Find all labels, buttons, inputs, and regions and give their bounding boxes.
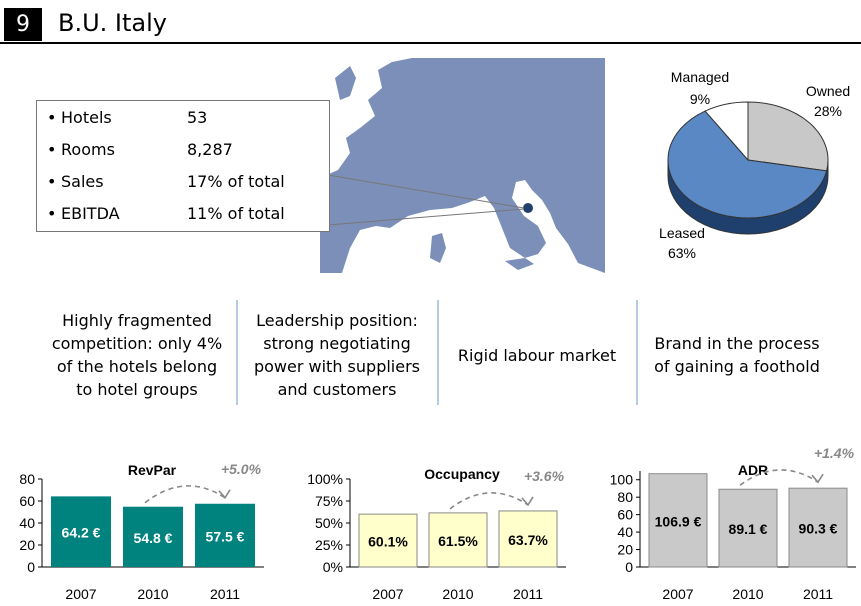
revpar-chart: 0 20 40 60 80 64.2 € 2007 54.8 € 2010 57.5 € 2011 R… — [19, 461, 264, 602]
revpar-x-tick-label: 2011 — [210, 586, 240, 602]
stat-value: 17% of total — [187, 172, 285, 191]
revpar-data-label: 64.2 € — [62, 525, 101, 541]
revpar-y-tick-label: 0 — [27, 559, 35, 575]
pie-label-leased: Leased — [659, 225, 705, 241]
occupancy-data-label: 60.1% — [368, 534, 408, 550]
occupancy-y-tick-label: 0% — [323, 559, 343, 575]
revpar-x-tick-label: 2007 — [65, 586, 96, 602]
column-divider — [636, 300, 638, 405]
adr-chart-title: ADR — [738, 462, 768, 478]
stat-label: Hotels — [61, 108, 112, 127]
stat-value: 11% of total — [187, 204, 285, 223]
adr-bar-2011 — [788, 487, 848, 568]
pie-value-leased: 63% — [668, 245, 696, 261]
occupancy-data-label: 61.5% — [438, 533, 478, 549]
column-divider — [437, 300, 439, 405]
bullet: • — [47, 108, 57, 127]
occupancy-y-tick-label: 50% — [315, 515, 343, 531]
revpar-growth-arrow — [144, 485, 226, 504]
rome-marker — [523, 203, 533, 213]
revpar-data-label: 57.5 € — [206, 528, 245, 544]
pie-label-owned: Owned — [806, 83, 850, 99]
revpar-y-tick-label: 80 — [19, 471, 35, 487]
key-point-leadership-position: Leadership position: strong negotiating … — [253, 311, 420, 399]
stat-label: Rooms — [61, 140, 115, 159]
bullet: • — [47, 140, 57, 159]
section-number: 9 — [4, 8, 42, 41]
occupancy-x-tick-label: 2010 — [442, 586, 473, 602]
revpar-bar-2007 — [51, 496, 111, 567]
adr-y-tick-label: 40 — [617, 524, 633, 540]
revpar-x-tick-label: 2010 — [137, 586, 168, 602]
revpar-data-label: 54.8 € — [134, 530, 173, 546]
stat-value: 8,287 — [187, 140, 233, 159]
ownership-pie-chart: Owned 28% Leased 63% Managed 9% — [659, 69, 850, 261]
adr-y-tick-label: 0 — [625, 559, 633, 575]
revpar-bar-2011 — [195, 503, 255, 567]
adr-growth-arrowhead — [811, 473, 824, 484]
occupancy-x-tick-label: 2011 — [513, 586, 543, 602]
pie-slice-leased — [667, 110, 828, 219]
adr-y-tick-label: 80 — [617, 489, 633, 505]
pie-value-managed: 9% — [690, 91, 710, 107]
occupancy-growth-label: +3.6% — [524, 468, 565, 484]
occupancy-bar-2007 — [358, 513, 418, 568]
revpar-chart-title: RevPar — [128, 462, 177, 478]
occupancy-chart: 0% 25% 50% 75% 100% 60.1% 2007 61.5% 2010 63.7% 20… — [307, 466, 566, 602]
revpar-growth-label: +5.0% — [221, 461, 262, 477]
occupancy-chart-title: Occupancy — [424, 466, 500, 482]
revpar-growth-arrowhead — [218, 489, 231, 500]
pie-label-managed: Managed — [671, 69, 729, 85]
pie-value-owned: 28% — [814, 103, 842, 119]
header-divider — [0, 42, 861, 44]
stat-label: Sales — [61, 172, 104, 191]
revpar-bar-2010 — [123, 506, 183, 567]
adr-x-tick-label: 2011 — [803, 586, 833, 602]
adr-x-tick-label: 2010 — [732, 586, 763, 602]
occupancy-growth-arrowhead — [521, 496, 534, 507]
adr-data-label: 106.9 € — [655, 513, 702, 529]
adr-data-label: 90.3 € — [799, 521, 838, 537]
pie-slice-managed — [704, 101, 749, 162]
key-point-labour-market: Rigid labour market — [457, 345, 617, 365]
occupancy-bar-2010 — [428, 512, 488, 568]
occupancy-data-label: 63.7% — [508, 532, 548, 548]
stat-value: 53 — [187, 108, 208, 127]
adr-y-tick-label: 60 — [617, 507, 633, 523]
adr-bar-2007 — [648, 473, 708, 568]
europe-map — [320, 58, 605, 273]
occupancy-bar-2011 — [498, 510, 558, 568]
adr-y-tick-label: 100 — [610, 472, 634, 488]
map-pointer-line — [327, 208, 525, 226]
stat-label: EBITDA — [61, 204, 120, 223]
adr-growth-label: +1.4% — [814, 445, 855, 461]
occupancy-y-tick-label: 25% — [315, 537, 343, 553]
key-point-brand-foothold: Brand in the process of gaining a footho… — [654, 334, 820, 376]
map-landmass — [320, 58, 605, 273]
italy-stats-box: • Hotels 53 • Rooms 8,287 • Sales 17% of… — [36, 100, 330, 232]
adr-x-tick-label: 2007 — [662, 586, 693, 602]
adr-bar-2010 — [718, 488, 778, 568]
map-island-uk — [335, 66, 356, 100]
key-point-fragmented-competition: Highly fragmented competition: only 4% o… — [51, 311, 223, 399]
revpar-y-tick-label: 60 — [19, 493, 35, 509]
map-island-sardinia — [430, 233, 446, 263]
occupancy-y-tick-label: 75% — [315, 493, 343, 509]
map-island-sicily — [505, 258, 534, 270]
occupancy-growth-arrow — [449, 492, 529, 510]
revpar-y-tick-label: 40 — [19, 515, 35, 531]
occupancy-y-tick-label: 100% — [307, 471, 343, 487]
adr-data-label: 89.1 € — [729, 521, 768, 537]
adr-growth-arrow — [739, 469, 819, 486]
bullet: • — [47, 204, 57, 223]
bullet: • — [47, 172, 57, 191]
pie-slice-owned — [747, 101, 829, 172]
revpar-y-tick-label: 20 — [19, 537, 35, 553]
adr-y-tick-label: 20 — [617, 542, 633, 558]
column-divider — [236, 300, 238, 405]
map-pointer-line — [327, 174, 525, 209]
page-title: B.U. Italy — [58, 9, 167, 37]
occupancy-x-tick-label: 2007 — [372, 586, 403, 602]
